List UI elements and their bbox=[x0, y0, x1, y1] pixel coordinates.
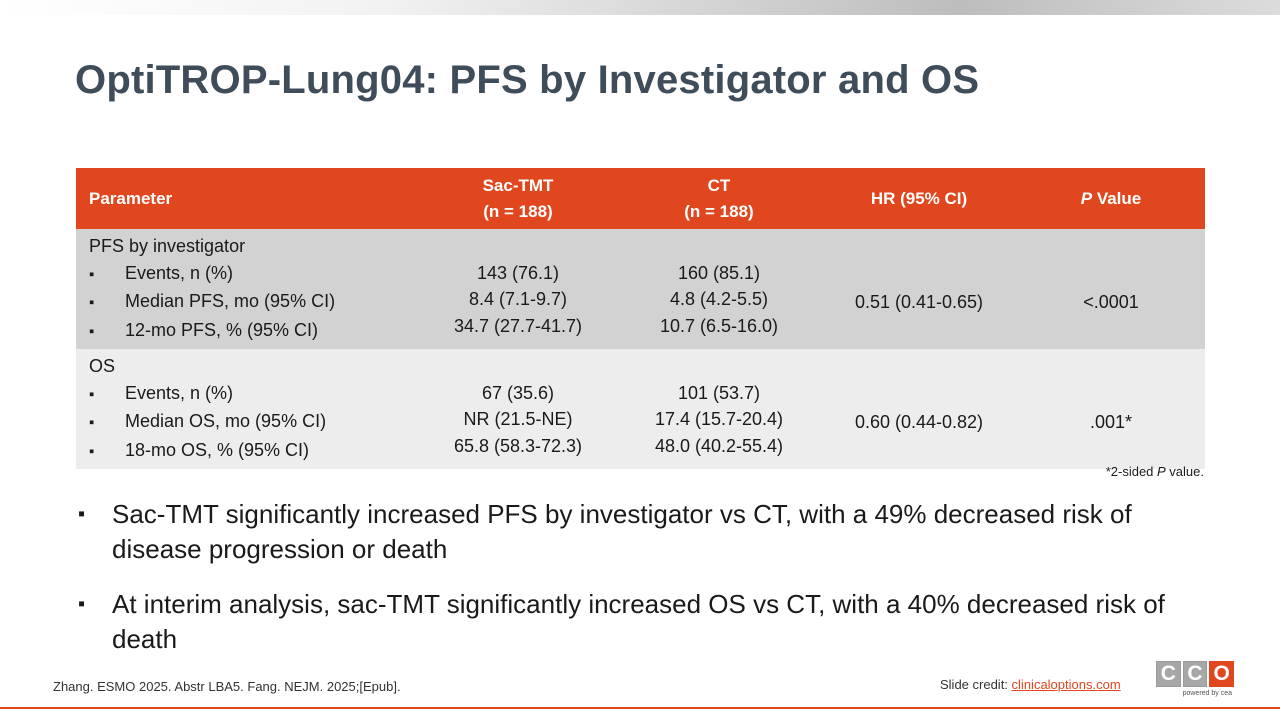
header-p-rest: Value bbox=[1092, 188, 1142, 208]
footnote-prefix: *2-sided bbox=[1105, 464, 1158, 479]
table-header-row: Parameter Sac-TMT (n = 188) CT (n = 188)… bbox=[76, 168, 1205, 229]
bottom-accent-line bbox=[0, 707, 1280, 709]
top-gradient-bar bbox=[0, 0, 1280, 15]
pfs-p-value: <.0001 bbox=[1083, 291, 1139, 312]
slide-title: OptiTROP-Lung04: PFS by Investigator and… bbox=[75, 58, 980, 102]
pfs-ct-events: 160 (85.1) bbox=[677, 262, 761, 283]
os-sac-tmt-events: 67 (35.6) bbox=[481, 382, 555, 403]
os-ct-events: 101 (53.7) bbox=[677, 382, 761, 403]
os-sac-tmt-cell: 67 (35.6) NR (21.5-NE) 65.8 (58.3-72.3) bbox=[419, 349, 617, 469]
pfs-item-events-label: Events, n (%) bbox=[125, 262, 234, 283]
pfs-ct-median: 4.8 (4.2-5.5) bbox=[669, 289, 769, 309]
os-sac-tmt-median: NR (21.5-NE) bbox=[463, 409, 573, 429]
os-hr-value: 0.60 (0.44-0.82) bbox=[854, 411, 984, 432]
pfs-group-label: PFS by investigator bbox=[89, 236, 246, 256]
credit-label: Slide credit: bbox=[940, 677, 1012, 692]
header-sac-tmt: Sac-TMT (n = 188) bbox=[419, 168, 617, 229]
square-bullet-icon bbox=[89, 317, 125, 346]
square-bullet-icon bbox=[89, 288, 125, 317]
os-item-median-label: Median OS, mo (95% CI) bbox=[125, 411, 327, 431]
square-bullet-icon: ▪ bbox=[78, 593, 86, 615]
pfs-item-median-label: Median PFS, mo (95% CI) bbox=[125, 291, 336, 311]
finding-os-text: At interim analysis, sac-TMT significant… bbox=[112, 589, 1165, 654]
slide-credit: Slide credit: clinicaloptions.com bbox=[940, 677, 1121, 692]
logo-letter-c2: C bbox=[1182, 661, 1208, 687]
reference-citation: Zhang. ESMO 2025. Abstr LBA5. Fang. NEJM… bbox=[53, 679, 401, 694]
pfs-item-median: Median PFS, mo (95% CI) bbox=[89, 288, 419, 317]
header-ct-name: CT bbox=[707, 175, 731, 195]
os-item-events: Events, n (%) bbox=[89, 380, 419, 409]
os-item-18mo-label: 18-mo OS, % (95% CI) bbox=[125, 439, 310, 460]
square-bullet-icon bbox=[89, 380, 125, 409]
square-bullet-icon bbox=[89, 408, 125, 437]
table-footnote: *2-sided P value. bbox=[1106, 464, 1204, 479]
os-ct-median: 17.4 (15.7-20.4) bbox=[654, 409, 784, 429]
os-p-cell: .001* bbox=[1017, 349, 1205, 469]
pfs-parameter-cell: PFS by investigator Events, n (%) Median… bbox=[76, 229, 419, 349]
header-parameter: Parameter bbox=[76, 168, 419, 229]
square-bullet-icon: ▪ bbox=[78, 503, 86, 525]
pfs-sac-tmt-events: 143 (76.1) bbox=[476, 262, 560, 283]
header-sac-tmt-name: Sac-TMT bbox=[482, 175, 554, 195]
pfs-p-cell: <.0001 bbox=[1017, 229, 1205, 349]
os-hr-cell: 0.60 (0.44-0.82) bbox=[821, 349, 1017, 469]
finding-pfs-text: Sac-TMT significantly increased PFS by i… bbox=[112, 499, 1132, 564]
square-bullet-icon bbox=[89, 437, 125, 466]
pfs-item-12mo-label: 12-mo PFS, % (95% CI) bbox=[125, 319, 319, 340]
logo-tagline: powered by cea bbox=[1182, 690, 1232, 697]
table-row-os: OS Events, n (%) Median OS, mo (95% CI) … bbox=[76, 349, 1205, 469]
os-item-events-label: Events, n (%) bbox=[125, 382, 234, 403]
cco-logo: C C O powered by cea bbox=[1156, 661, 1235, 705]
footnote-suffix: value. bbox=[1165, 464, 1204, 479]
header-ct: CT (n = 188) bbox=[617, 168, 821, 229]
pfs-sac-tmt-cell: 143 (76.1) 8.4 (7.1-9.7) 34.7 (27.7-41.7… bbox=[419, 229, 617, 349]
os-sac-tmt-18mo: 65.8 (58.3-72.3) bbox=[453, 435, 583, 456]
pfs-sac-tmt-12mo: 34.7 (27.7-41.7) bbox=[453, 315, 583, 336]
logo-letter-c1: C bbox=[1156, 661, 1181, 687]
footnote-italic-p: P bbox=[1157, 464, 1166, 479]
header-ct-n: (n = 188) bbox=[684, 201, 754, 221]
credit-link[interactable]: clinicaloptions.com bbox=[1011, 677, 1121, 692]
os-group-label: OS bbox=[89, 356, 116, 376]
pfs-item-events: Events, n (%) bbox=[89, 260, 419, 289]
header-sac-tmt-n: (n = 188) bbox=[483, 201, 553, 221]
finding-os: ▪ At interim analysis, sac-TMT significan… bbox=[78, 587, 1178, 657]
key-findings-list: ▪ Sac-TMT significantly increased PFS by … bbox=[78, 497, 1178, 677]
os-p-value: .001* bbox=[1089, 411, 1133, 432]
pfs-ct-cell: 160 (85.1) 4.8 (4.2-5.5) 10.7 (6.5-16.0) bbox=[617, 229, 821, 349]
logo-letters: C C O bbox=[1156, 661, 1235, 687]
header-p-italic: P bbox=[1080, 188, 1093, 208]
os-item-median: Median OS, mo (95% CI) bbox=[89, 408, 419, 437]
os-item-18mo: 18-mo OS, % (95% CI) bbox=[89, 437, 419, 466]
square-bullet-icon bbox=[89, 260, 125, 289]
os-ct-cell: 101 (53.7) 17.4 (15.7-20.4) 48.0 (40.2-5… bbox=[617, 349, 821, 469]
pfs-hr-value: 0.51 (0.41-0.65) bbox=[854, 291, 984, 312]
pfs-item-12mo: 12-mo PFS, % (95% CI) bbox=[89, 317, 419, 346]
results-table: Parameter Sac-TMT (n = 188) CT (n = 188)… bbox=[76, 168, 1205, 469]
pfs-sac-tmt-median: 8.4 (7.1-9.7) bbox=[468, 289, 568, 309]
header-hr: HR (95% CI) bbox=[821, 168, 1017, 229]
os-parameter-cell: OS Events, n (%) Median OS, mo (95% CI) … bbox=[76, 349, 419, 469]
os-ct-18mo: 48.0 (40.2-55.4) bbox=[654, 435, 784, 456]
pfs-hr-cell: 0.51 (0.41-0.65) bbox=[821, 229, 1017, 349]
logo-letter-o: O bbox=[1209, 661, 1235, 687]
table-row-pfs: PFS by investigator Events, n (%) Median… bbox=[76, 229, 1205, 349]
header-p-value: P Value bbox=[1017, 168, 1205, 229]
pfs-ct-12mo: 10.7 (6.5-16.0) bbox=[659, 315, 779, 336]
finding-pfs: ▪ Sac-TMT significantly increased PFS by … bbox=[78, 497, 1178, 567]
